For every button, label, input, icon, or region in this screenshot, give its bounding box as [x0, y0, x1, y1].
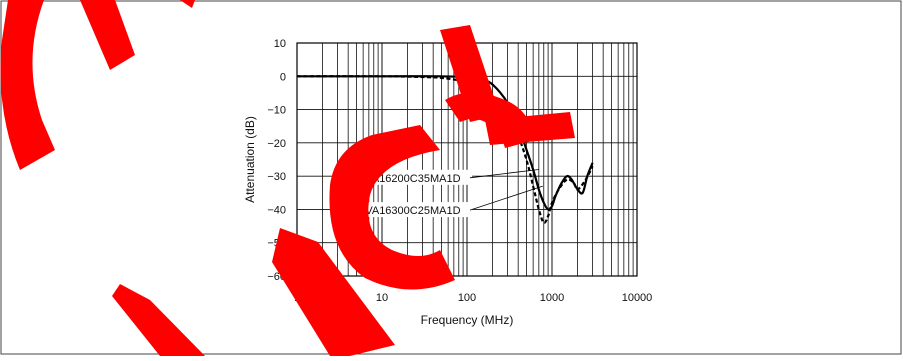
- y-tick-label: 0: [280, 71, 286, 83]
- y-tick-label: −10: [267, 105, 286, 117]
- annotation-leader-line: [469, 169, 539, 179]
- x-axis-label: Frequency (MHz): [421, 313, 514, 327]
- y-tick-label: −50: [267, 238, 286, 250]
- annotation-label: KVA16300C25MA1D: [358, 205, 461, 217]
- y-tick-label: −40: [267, 204, 286, 216]
- annotation-leader-line: [469, 185, 543, 211]
- x-tick-label: 10: [376, 292, 388, 304]
- y-tick-label: −30: [267, 171, 286, 183]
- y-tick-label: 10: [274, 38, 286, 50]
- x-tick-label: 1000: [540, 292, 564, 304]
- y-axis-label: Attenuation (dB): [243, 116, 257, 203]
- x-tick-label: 10000: [622, 292, 653, 304]
- x-tick-label: 1: [294, 292, 300, 304]
- x-tick-label: 100: [458, 292, 476, 304]
- annotation-label: KVA16200C35MA1D: [358, 173, 461, 185]
- y-tick-label: −20: [267, 138, 286, 150]
- y-tick-label: −60: [267, 271, 286, 283]
